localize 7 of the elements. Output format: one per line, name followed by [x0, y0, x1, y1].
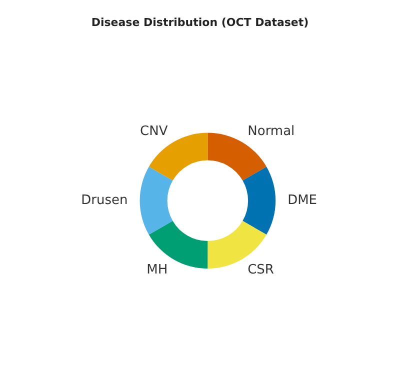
slice-label: DME — [288, 193, 318, 208]
slice-label: CNV — [140, 124, 168, 139]
slice-label: MH — [146, 262, 168, 278]
slice-label: Normal — [248, 124, 295, 139]
slice-label: CSR — [248, 262, 274, 278]
chart-title: Disease Distribution (OCT Dataset) — [91, 16, 309, 29]
slice-label: Drusen — [81, 193, 128, 208]
